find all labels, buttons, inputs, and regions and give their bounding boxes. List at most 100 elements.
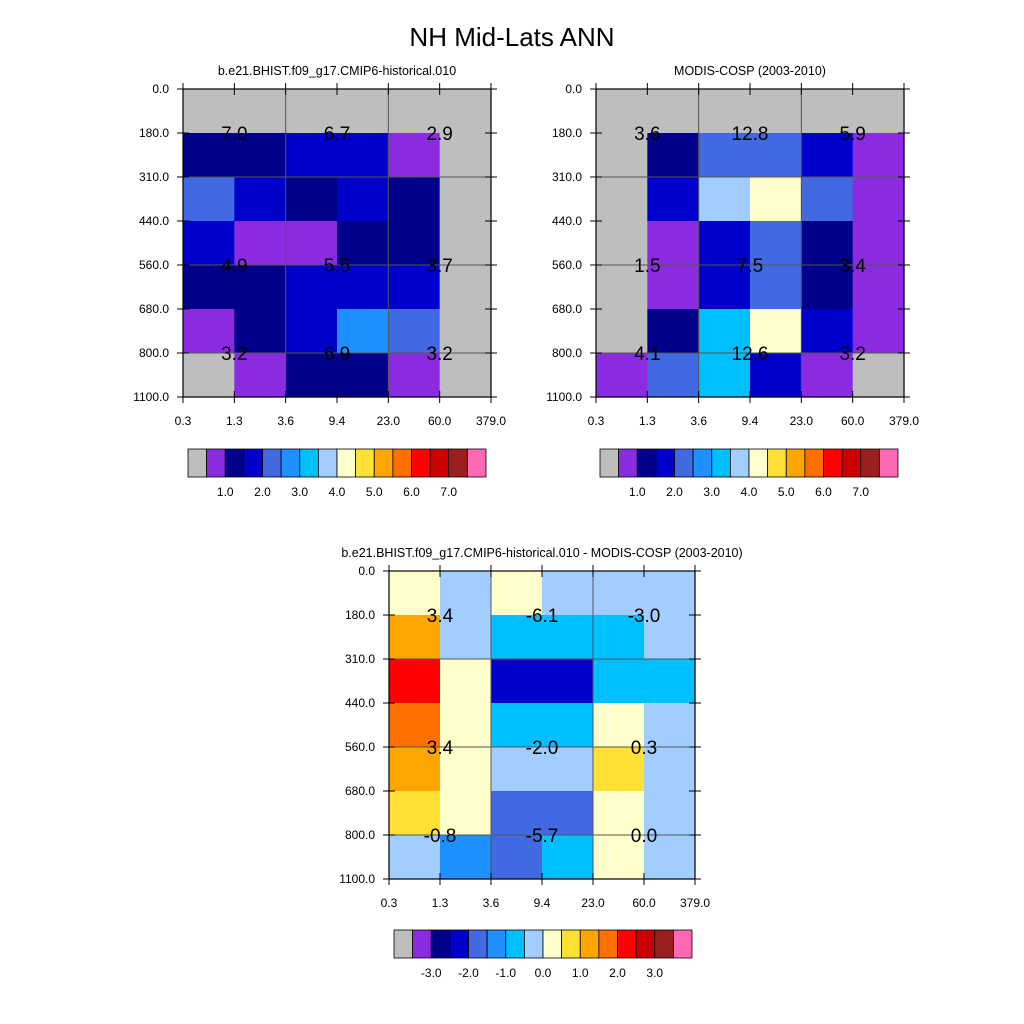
heatmap-cell [388,309,441,354]
colorbar-swatch [579,929,600,959]
x-tick-label: 1.3 [639,414,656,428]
data-label: 7.5 [737,256,763,277]
heatmap-cell [698,353,751,398]
data-label: 4.1 [634,344,660,365]
colorbar-swatch [599,448,620,478]
colorbar-swatch [373,448,394,478]
colorbar-label: -2.0 [458,966,479,980]
heatmap-cell [698,265,751,310]
heatmap-cell [440,791,492,836]
heatmap-cell [698,221,751,266]
heatmap-cell [750,265,802,310]
colorbar-swatch [878,448,899,478]
heatmap-cell [439,221,492,266]
colorbar-swatch [618,448,638,478]
heatmap-cell [647,177,700,222]
colorbar-label: -1.0 [495,966,516,980]
heatmap-cell [337,133,389,178]
colorbar-swatch [635,929,656,959]
colorbar-label: 1.0 [217,485,234,499]
data-label: 0.0 [631,826,657,847]
heatmap-cell [337,177,389,222]
heatmap-cell [542,835,594,880]
colorbar-swatch [523,929,544,959]
y-tick-label: 1100.0 [133,390,169,404]
heatmap-cell [647,353,700,398]
colorbar-swatch [262,448,282,478]
heatmap-cell [440,835,492,880]
y-tick-label: 1100.0 [339,872,375,886]
heatmap-cell [698,133,751,178]
heatmap-cell [593,703,645,748]
data-label: 5.5 [324,256,350,277]
heatmap-cell [440,615,492,660]
heatmap-cell [234,177,287,222]
colorbar-swatch [243,448,263,478]
colorbar-label: 5.0 [778,485,795,499]
heatmap-cell [647,309,700,354]
heatmap-panel-1: 0.3 1.3 3.6 9.4 23.0 60.0 379.0 0.0 180.0 310.0 44… [133,64,506,499]
colorbar-swatch [674,448,694,478]
heatmap-cell [647,221,700,266]
heatmap-cell [644,703,696,748]
heatmap-cell [542,615,594,660]
heatmap-cell [542,747,594,792]
data-label: -0.8 [424,826,457,847]
heatmap-cell [644,659,696,704]
heatmap-cell [337,309,389,354]
heatmap-cell [183,309,235,354]
heatmap-cell [644,615,696,660]
y-tick-label: 310.0 [552,170,582,184]
x-tick-label: 9.4 [742,414,759,428]
colorbar-label: 1.0 [629,485,646,499]
heatmap-cell [183,89,235,134]
x-tick-label: 0.3 [381,896,398,910]
colorbar-swatch [280,448,301,478]
colorbar-swatch [561,929,581,959]
heatmap-cell [337,353,389,398]
y-tick-label: 800.0 [552,346,582,360]
heatmap-cell [852,133,905,178]
heatmap-cell [183,221,235,266]
x-tick-label: 60.0 [841,414,865,428]
heatmap-cell [389,835,441,880]
heatmap-cell [337,265,389,310]
heatmap-cell [801,177,854,222]
heatmap-cell [439,89,492,134]
colorbar-swatch [636,448,657,478]
data-label: 6.9 [324,344,350,365]
colorbar-label: 3.0 [703,485,720,499]
y-tick-label: 0.0 [152,82,169,96]
heatmap-cell [285,89,338,134]
colorbar-swatch [692,448,713,478]
colorbar-swatch [841,448,862,478]
colorbar-swatch [767,448,787,478]
heatmap-cell [439,353,492,398]
heatmap-cell [698,177,751,222]
data-label: -6.1 [526,606,559,627]
x-tick-label: 23.0 [377,414,401,428]
x-tick-label: 3.6 [690,414,707,428]
heatmap-cell [234,353,287,398]
heatmap-cell [852,353,905,398]
colorbar-label: 3.0 [291,485,308,499]
heatmap-panel-3: 0.3 1.3 3.6 9.4 23.0 60.0 379.0 0.0 180.0 310.0 44… [339,546,742,980]
heatmap-cell [234,265,287,310]
heatmap-cell [801,353,854,398]
heatmap-cell [183,265,235,310]
y-tick-label: 1100.0 [546,390,582,404]
heatmap-cell [285,133,338,178]
colorbar-swatch [392,448,412,478]
heatmap-cell [596,89,648,134]
data-label: 1.5 [634,256,660,277]
colorbar-swatch [505,929,525,959]
colorbar-swatch [711,448,731,478]
heatmap-panel-2: 0.3 1.3 3.6 9.4 23.0 60.0 379.0 0.0 180.0 310.0 44… [546,64,919,499]
colorbar-label: 2.0 [254,485,271,499]
heatmap-cell [644,835,696,880]
x-tick-label: 9.4 [534,896,551,910]
data-label: -5.7 [526,826,559,847]
heatmap-cell [542,571,594,616]
colorbar-swatch [804,448,824,478]
heatmap-cell [750,221,802,266]
